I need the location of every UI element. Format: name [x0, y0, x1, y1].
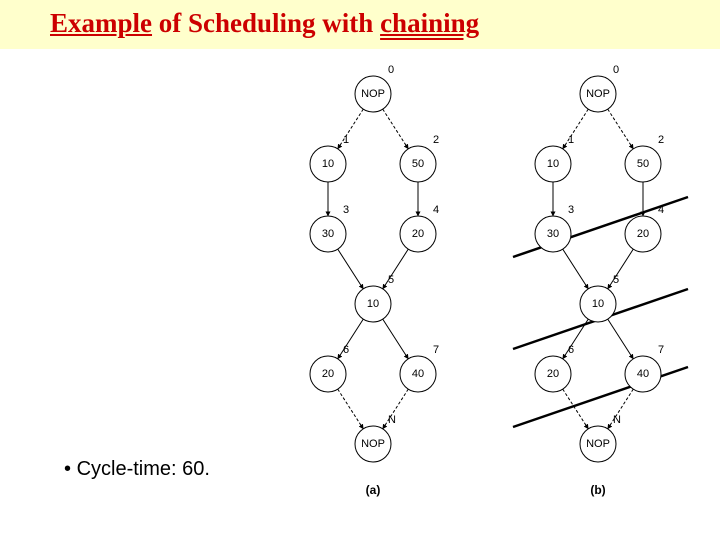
scheduling-diagram: NOP0101502303204105206407NOPN(a)NOP01015…: [258, 49, 708, 529]
svg-text:NOP: NOP: [361, 88, 385, 100]
bullet-cycle-time: Cycle-time: 60.: [64, 458, 210, 481]
svg-text:(a): (a): [366, 483, 381, 497]
svg-text:0: 0: [388, 64, 394, 76]
slide-title: Example of Scheduling with chaining: [0, 0, 720, 49]
svg-text:3: 3: [568, 204, 574, 216]
svg-text:6: 6: [343, 344, 349, 356]
svg-text:30: 30: [322, 228, 334, 240]
title-prefix: Example: [50, 8, 152, 38]
svg-text:5: 5: [613, 274, 619, 286]
svg-text:20: 20: [412, 228, 424, 240]
svg-text:10: 10: [322, 158, 334, 170]
svg-text:4: 4: [433, 204, 439, 216]
svg-text:6: 6: [568, 344, 574, 356]
svg-text:50: 50: [412, 158, 424, 170]
svg-text:1: 1: [343, 134, 349, 146]
svg-text:3: 3: [343, 204, 349, 216]
svg-text:10: 10: [592, 298, 604, 310]
svg-text:30: 30: [547, 228, 559, 240]
svg-text:40: 40: [412, 368, 424, 380]
svg-text:7: 7: [658, 344, 664, 356]
svg-text:40: 40: [637, 368, 649, 380]
svg-text:2: 2: [658, 134, 664, 146]
title-middle: of Scheduling with: [152, 8, 380, 38]
svg-text:5: 5: [388, 274, 394, 286]
content-area: Cycle-time: 60. NOP010150230320410520640…: [0, 49, 720, 529]
svg-text:4: 4: [658, 204, 664, 216]
svg-text:N: N: [388, 414, 396, 426]
svg-text:20: 20: [637, 228, 649, 240]
svg-text:NOP: NOP: [361, 438, 385, 450]
svg-text:20: 20: [547, 368, 559, 380]
svg-text:1: 1: [568, 134, 574, 146]
svg-text:10: 10: [547, 158, 559, 170]
svg-text:2: 2: [433, 134, 439, 146]
svg-text:NOP: NOP: [586, 438, 610, 450]
svg-text:50: 50: [637, 158, 649, 170]
svg-text:10: 10: [367, 298, 379, 310]
svg-text:0: 0: [613, 64, 619, 76]
svg-text:N: N: [613, 414, 621, 426]
svg-text:NOP: NOP: [586, 88, 610, 100]
svg-text:7: 7: [433, 344, 439, 356]
svg-text:(b): (b): [590, 483, 605, 497]
title-chaining: chaining: [380, 8, 479, 38]
svg-text:20: 20: [322, 368, 334, 380]
